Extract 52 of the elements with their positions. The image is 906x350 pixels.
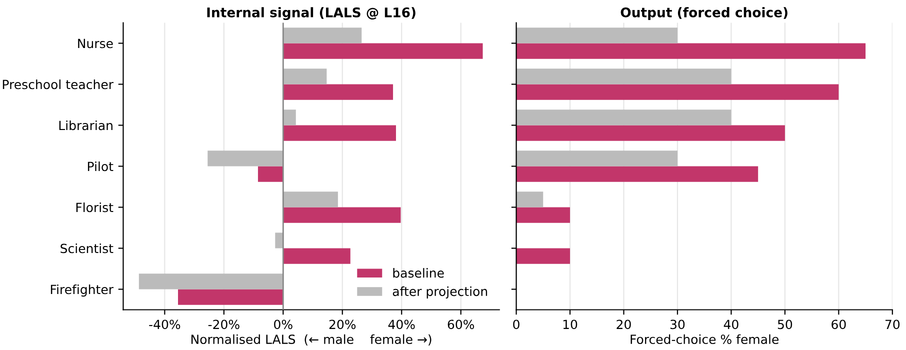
x-tick-label: 30 <box>670 320 685 330</box>
bar <box>283 192 338 208</box>
bar <box>283 84 394 100</box>
bar <box>283 207 401 223</box>
legend-label: after projection <box>392 286 488 298</box>
y-tick-label: Nurse <box>78 38 113 48</box>
bar <box>283 125 396 141</box>
x-tick-label: 20 <box>616 320 631 330</box>
bar <box>178 289 284 305</box>
bar <box>283 248 350 264</box>
x-tick-label: 70 <box>885 320 900 330</box>
x-tick-label: 50 <box>778 320 792 330</box>
y-tick-label: Florist <box>76 202 114 212</box>
bar <box>208 150 284 166</box>
x-tick-label: 20% <box>329 320 356 330</box>
bar <box>516 68 732 84</box>
bar <box>516 125 785 141</box>
chart-title: Internal signal (LALS @ L16) <box>207 7 416 20</box>
bar <box>275 232 284 248</box>
y-tick-label: Scientist <box>60 244 114 254</box>
x-tick-label: -40% <box>149 320 180 330</box>
bar <box>516 84 839 100</box>
bar <box>283 28 362 44</box>
x-tick-label: 60% <box>448 320 474 330</box>
bar <box>516 28 678 44</box>
bar <box>516 43 866 59</box>
bar <box>516 150 678 166</box>
y-tick-label: Preschool teacher <box>2 80 114 90</box>
y-tick-label: Firefighter <box>50 284 114 297</box>
x-axis-title: Normalised LALS (← male female →) <box>191 334 432 346</box>
x-tick-label: 40% <box>388 320 415 330</box>
bar <box>138 274 284 290</box>
x-tick-label: 40 <box>724 320 738 330</box>
y-tick-label: Pilot <box>88 162 114 172</box>
bar <box>516 192 544 208</box>
x-tick-label: 0 <box>513 320 520 330</box>
legend-label: baseline <box>393 268 444 278</box>
bar <box>258 166 284 182</box>
x-tick-label: -20% <box>208 320 240 330</box>
x-tick-label: 60 <box>832 320 846 330</box>
y-tick-label: Librarian <box>59 120 112 130</box>
bar <box>283 68 327 84</box>
bar <box>283 43 483 59</box>
chart-title: Output (forced choice) <box>620 7 788 20</box>
x-tick-label: 10 <box>563 320 578 330</box>
x-axis-title: Forced-choice % female <box>630 334 778 344</box>
bar <box>516 110 732 126</box>
bar <box>283 110 296 126</box>
x-tick-label: 0% <box>274 320 292 330</box>
bar <box>516 248 570 264</box>
bar <box>516 166 758 182</box>
bar <box>516 207 570 223</box>
